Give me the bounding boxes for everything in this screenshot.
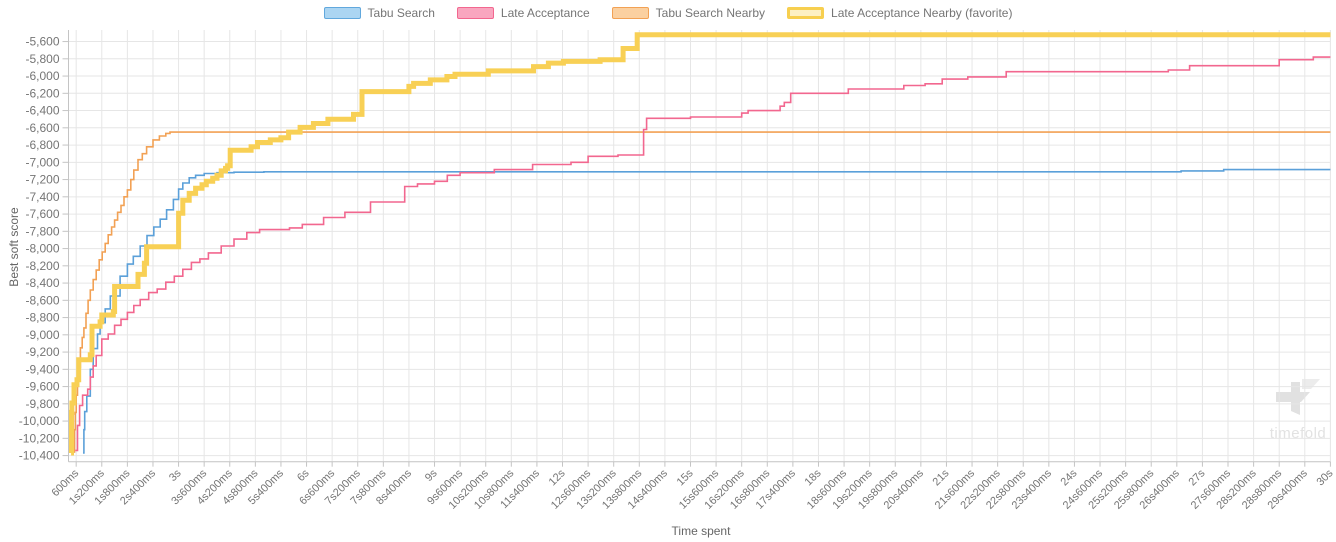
x-axis-title: Time spent — [671, 524, 731, 538]
x-tick-label: 12s — [547, 467, 568, 488]
y-tick-label: -9,200 — [25, 345, 59, 359]
y-tick-label: -9,600 — [25, 380, 59, 394]
x-tick-label: 18s — [803, 467, 824, 488]
legend-label-late-acceptance: Late Acceptance — [500, 6, 590, 20]
y-tick-label: -10,200 — [19, 431, 60, 445]
series-line-late-acceptance-nearby-favorite[interactable] — [69, 32, 1331, 456]
y-tick-label: -6,400 — [25, 104, 59, 118]
y-tick-label: -8,400 — [25, 276, 59, 290]
legend-label-late-acceptance-nearby: Late Acceptance Nearby (favorite) — [831, 6, 1013, 20]
legend-swatch-tabu-search — [323, 7, 361, 19]
watermark-text: timefold — [1269, 425, 1327, 442]
x-tick-label: 15s — [675, 467, 696, 488]
x-tick-label: 24s — [1059, 467, 1080, 488]
y-tick-label: -9,800 — [25, 397, 59, 411]
y-tick-label: -10,000 — [19, 414, 60, 428]
series-line-late-acceptance[interactable] — [75, 56, 1331, 452]
legend-item-tabu-search[interactable]: Tabu Search — [323, 6, 435, 20]
x-tick-label: 21s — [931, 467, 952, 488]
legend-label-tabu-search-nearby: Tabu Search Nearby — [655, 6, 766, 20]
y-tick-label: -7,400 — [25, 190, 59, 204]
x-tick-label: 3s — [167, 467, 184, 484]
legend-swatch-late-acceptance-nearby — [787, 7, 825, 19]
legend-swatch-late-acceptance — [456, 7, 494, 19]
legend-swatch-tabu-search-nearby — [611, 7, 649, 19]
chart-legend: Tabu Search Late Acceptance Tabu Search … — [0, 7, 1336, 19]
y-tick-label: -8,800 — [25, 311, 59, 325]
y-tick-label: -6,600 — [25, 121, 59, 135]
x-tick-label: 30s — [1314, 467, 1335, 488]
series-line-tabu-search[interactable] — [83, 168, 1331, 454]
y-tick-label: -7,600 — [25, 207, 59, 221]
timefold-watermark: timefold — [1260, 378, 1336, 442]
y-tick-label: -8,200 — [25, 259, 59, 273]
legend-item-late-acceptance[interactable]: Late Acceptance — [456, 6, 590, 20]
y-tick-label: -7,800 — [25, 224, 59, 238]
x-tick-label: 27s — [1187, 467, 1208, 488]
x-tick-label: 6s — [295, 467, 312, 484]
x-tick-label: 9s — [423, 467, 440, 484]
y-tick-label: -7,200 — [25, 173, 59, 187]
y-tick-label: -6,800 — [25, 138, 59, 152]
y-tick-label: -6,200 — [25, 86, 59, 100]
y-tick-label: -8,000 — [25, 242, 59, 256]
y-tick-label: -10,400 — [19, 449, 60, 463]
y-tick-label: -9,400 — [25, 362, 59, 376]
y-tick-label: -6,000 — [25, 69, 59, 83]
y-tick-label: -5,600 — [25, 35, 59, 49]
legend-label-tabu-search: Tabu Search — [367, 6, 435, 20]
legend-item-tabu-search-nearby[interactable]: Tabu Search Nearby — [611, 6, 766, 20]
y-tick-label: -5,800 — [25, 52, 59, 66]
legend-item-late-acceptance-nearby[interactable]: Late Acceptance Nearby (favorite) — [787, 7, 1012, 19]
y-tick-label: -7,000 — [25, 155, 59, 169]
y-tick-label: -9,000 — [25, 328, 59, 342]
y-tick-label: -8,600 — [25, 293, 59, 307]
